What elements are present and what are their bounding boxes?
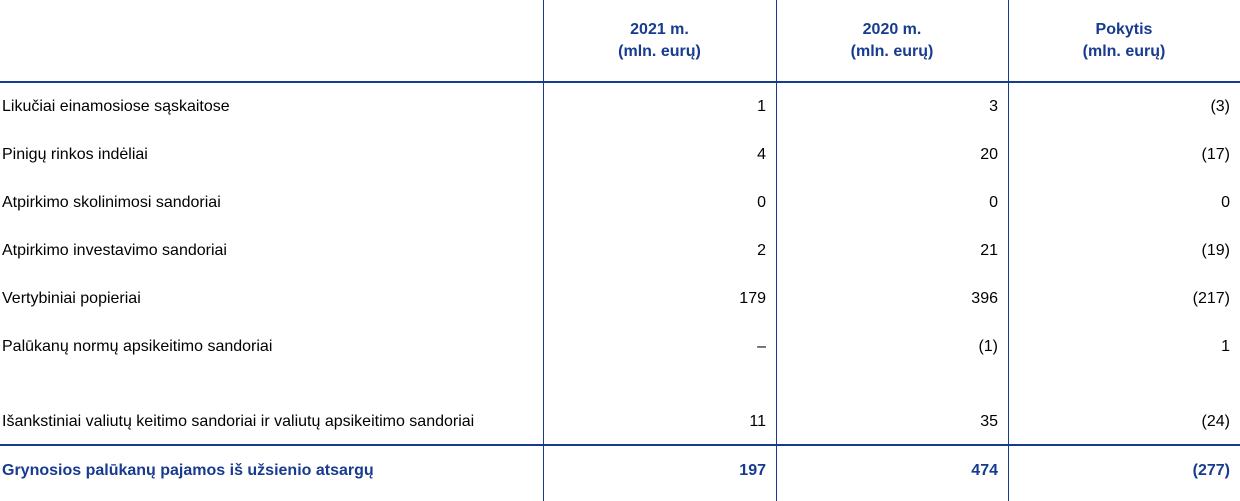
row-value: 3	[989, 98, 998, 115]
row-value: 0	[989, 194, 998, 211]
total-label: Grynosios palūkanų pajamos iš užsienio a…	[2, 462, 374, 479]
total-value: 474	[971, 462, 998, 479]
row-value: 20	[980, 146, 998, 163]
row-value: 0	[1221, 194, 1230, 211]
row-value: 4	[757, 146, 766, 163]
column-divider	[776, 0, 777, 501]
row-value: (19)	[1201, 242, 1230, 259]
column-divider	[1008, 0, 1009, 501]
row-value: 1	[1221, 338, 1230, 355]
row-value: 396	[971, 290, 998, 307]
row-label: Likučiai einamosiose sąskaitose	[2, 98, 230, 115]
row-value: (217)	[1192, 290, 1230, 307]
row-value: (24)	[1201, 413, 1230, 430]
header-rule	[0, 81, 1240, 83]
header-line: 2021 m.	[630, 21, 689, 38]
row-value: (17)	[1201, 146, 1230, 163]
column-header: 2020 m. (mln. eurų)	[776, 0, 1008, 82]
row-value: 11	[749, 413, 766, 430]
total-value: (277)	[1192, 462, 1230, 479]
row-value: 179	[739, 290, 766, 307]
column-header: Pokytis (mln. eurų)	[1008, 0, 1240, 82]
header-line: Pokytis	[1095, 21, 1153, 38]
row-value: 35	[980, 413, 998, 430]
total-value: 197	[739, 462, 766, 479]
row-value: 0	[757, 194, 766, 211]
row-value: 21	[980, 242, 998, 259]
total-rule	[0, 444, 1240, 446]
row-label: Atpirkimo investavimo sandoriai	[2, 242, 227, 259]
row-value: (3)	[1210, 98, 1230, 115]
row-label: Vertybiniai popieriai	[2, 290, 141, 307]
row-label: Pinigų rinkos indėliai	[2, 146, 148, 163]
row-value: –	[757, 338, 766, 355]
row-label: Palūkanų normų apsikeitimo sandoriai	[2, 338, 273, 355]
row-value: (1)	[978, 338, 998, 355]
row-label: Atpirkimo skolinimosi sandoriai	[2, 194, 221, 211]
row-value: 1	[757, 98, 766, 115]
header-line: (mln. eurų)	[1082, 43, 1166, 60]
column-divider	[543, 0, 544, 501]
row-value: 2	[757, 242, 766, 259]
row-label: Išankstiniai valiutų keitimo sandoriai i…	[2, 413, 475, 430]
column-header: 2021 m. (mln. eurų)	[543, 0, 776, 82]
header-line: 2020 m.	[862, 21, 922, 38]
header-line: (mln. eurų)	[850, 43, 934, 60]
header-line: (mln. eurų)	[618, 43, 701, 60]
